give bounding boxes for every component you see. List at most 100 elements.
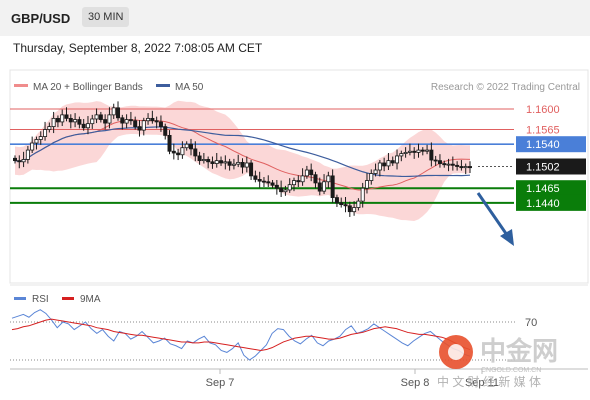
candle-body [455,164,460,167]
candle-body [124,119,129,124]
candle-body [158,121,163,128]
rsi-line [11,309,471,361]
ma50-line [14,126,471,178]
level-label-bg-1.1440 [516,194,586,211]
candle-body [442,163,447,166]
candle-body [21,159,26,163]
candle-body [416,149,421,153]
candle-body [330,175,335,198]
level-label-1.1502: 1.1502 [526,161,560,173]
candle-body [283,189,288,193]
candle-body [300,175,305,183]
candle-body [304,169,309,177]
candle-body [201,159,206,162]
candle-body [60,114,65,123]
candle-body [270,182,275,186]
candle-body [68,117,73,123]
candle-body [322,181,327,192]
candle-body [446,163,451,166]
candle-body [364,180,369,189]
candle-body [81,123,86,129]
symbol-label: GBP/USD [11,11,71,26]
candle-body [313,174,318,184]
price-panel-frame [9,69,589,284]
candle-body [244,162,249,168]
candle-body [51,117,56,128]
candle-body [261,180,266,183]
candle-body [459,166,464,169]
rsi-legend-label: RSI [32,294,49,305]
candle-body [206,159,211,163]
candle-body [210,161,215,164]
timestamp: Thursday, September 8, 2022 7:08:05 AM C… [13,41,263,55]
candle-body [377,162,382,171]
candle-body [64,114,69,119]
watermark-url: CNGOLD.COM.CN [481,367,541,374]
candle-body [382,162,387,167]
candle-body [167,135,172,152]
candle-body [467,166,472,169]
candle-body [240,161,245,168]
candle-body [433,159,438,162]
candle-body [386,160,391,167]
candle-body [184,143,189,149]
candle-body [352,207,357,213]
rsi-ma-legend-label: 9MA [80,294,101,305]
candle-body [43,129,48,137]
candle-body [403,152,408,154]
candle-body [141,120,146,131]
candle-body [137,126,142,131]
candle-body [292,180,297,186]
rsi-ma-line [11,318,471,352]
candle-body [360,187,365,202]
projection-arrow [476,192,509,236]
candle-body [47,126,52,130]
candle-body [317,182,322,192]
watermark-sub: 中 文 财 经 新 媒 体 [437,374,541,389]
candle-body [188,143,193,150]
level-label-1.1565: 1.1565 [526,125,560,137]
candle-body [227,161,232,166]
candle-body [279,187,284,193]
candle-body [163,126,168,136]
candle-body [55,117,60,123]
candle-body [171,150,176,154]
candle-body [309,169,314,176]
candle-body [107,114,112,124]
level-label-1.1440: 1.1440 [526,198,560,210]
level-label-1.1465: 1.1465 [526,183,560,195]
candle-body [231,163,236,166]
candle-body [425,149,430,152]
candle-body [296,180,301,183]
candle-body [450,163,455,166]
candle-body [399,153,404,157]
candle-body [253,175,258,180]
legend-ma20-swatch [14,84,28,87]
candle-body [339,202,344,206]
projection-arrow-head [500,229,514,246]
candle-body [197,155,202,162]
candle-body [266,181,271,184]
candle-body [77,119,82,125]
level-label-bg-1.1502 [516,158,586,175]
candle-body [94,114,99,120]
candle-body [326,175,331,183]
legend-credit: Research © 2022 Trading Central [431,82,580,93]
level-label-bg-1.1540 [516,136,586,153]
candle-body [30,142,35,151]
candle-body [257,179,262,182]
candle-body [463,166,468,169]
candle-body [274,184,279,189]
candle-body [395,155,400,164]
candle-body [223,161,228,164]
rsi-legend-swatch [14,297,26,300]
candle-body [90,118,95,125]
candle-body [17,160,22,163]
candle-body [25,149,30,160]
candle-body [347,205,352,213]
candle-body [150,117,155,122]
timeframe-button[interactable]: 30 MIN [82,7,130,27]
watermark: 中金网 CNGOLD.COM.CN 中 文 财 经 新 媒 体 [437,335,558,389]
candle-body [73,119,78,123]
